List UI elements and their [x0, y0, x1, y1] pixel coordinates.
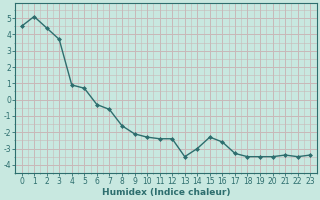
X-axis label: Humidex (Indice chaleur): Humidex (Indice chaleur): [102, 188, 230, 197]
